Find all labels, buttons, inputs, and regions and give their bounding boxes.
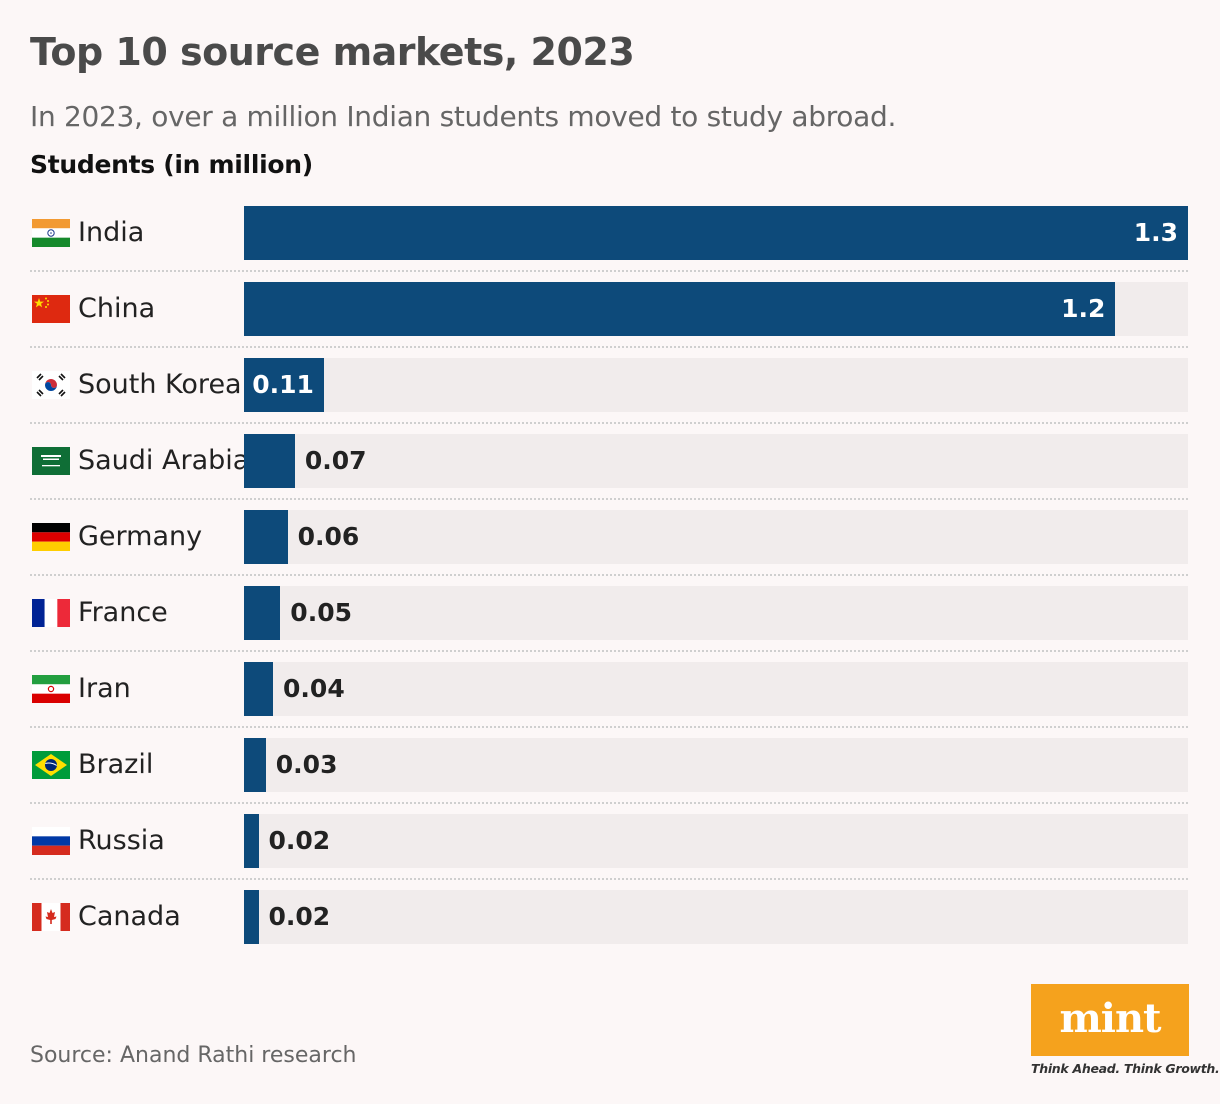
row-separator: [30, 498, 1188, 500]
country-label-iran: Iran: [78, 673, 131, 704]
canada-flag-icon: [32, 903, 70, 931]
south-korea-flag-icon: [32, 371, 70, 399]
country-label-canada: Canada: [78, 901, 181, 932]
chart-title: Top 10 source markets, 2023: [30, 30, 635, 74]
country-label-south-korea: South Korea: [78, 369, 242, 400]
value-label-brazil: 0.03: [275, 750, 338, 779]
country-label-france: France: [78, 597, 168, 628]
bar-germany: [244, 510, 288, 564]
bar-saudi-arabia: [244, 434, 295, 488]
bar-row-germany: Germany 0.06: [30, 510, 1188, 564]
row-separator: [30, 878, 1188, 880]
country-label-brazil: Brazil: [78, 749, 154, 780]
china-flag-icon: [32, 295, 70, 323]
unit-label: Students (in million): [30, 150, 313, 179]
russia-flag-icon: [32, 827, 70, 855]
row-separator: [30, 346, 1188, 348]
value-label-canada: 0.02: [268, 902, 331, 931]
bar-track-china: 1.2: [244, 282, 1188, 336]
row-separator: [30, 650, 1188, 652]
value-label-india: 1.3: [1133, 218, 1178, 247]
bar-row-india: India 1.3: [30, 206, 1188, 260]
bar-track-canada: 0.02: [244, 890, 1188, 944]
mint-logo: mint: [1031, 984, 1189, 1056]
country-label-germany: Germany: [78, 521, 203, 552]
germany-flag-icon: [32, 523, 70, 551]
bar-track-india: 1.3: [244, 206, 1188, 260]
source-note: Source: Anand Rathi research: [30, 1043, 357, 1068]
row-separator: [30, 726, 1188, 728]
value-label-south-korea: 0.11: [252, 370, 314, 399]
bar-iran: [244, 662, 274, 716]
value-label-france: 0.05: [290, 598, 352, 627]
bar-india: [244, 206, 1188, 260]
bar-south-korea: [244, 358, 324, 412]
country-label-india: India: [78, 217, 145, 248]
row-separator: [30, 802, 1188, 804]
bar-row-south-korea: South Korea 0.11: [30, 358, 1188, 412]
bar-track-saudi-arabia: 0.07: [244, 434, 1188, 488]
chart-subtitle: In 2023, over a million Indian students …: [30, 100, 897, 133]
value-label-iran: 0.04: [283, 674, 345, 703]
brazil-flag-icon: [32, 751, 70, 779]
bar-row-canada: Canada 0.02: [30, 890, 1188, 944]
value-label-germany: 0.06: [297, 522, 360, 551]
bar-row-brazil: Brazil 0.03: [30, 738, 1188, 792]
bar-track-germany: 0.06: [244, 510, 1188, 564]
value-label-russia: 0.02: [268, 826, 331, 855]
iran-flag-icon: [32, 675, 70, 703]
country-label-china: China: [78, 293, 156, 324]
country-label-saudi-arabia: Saudi Arabia: [78, 445, 250, 476]
bar-row-saudi-arabia: Saudi Arabia 0.07: [30, 434, 1188, 488]
france-flag-icon: [32, 599, 70, 627]
value-label-china: 1.2: [1061, 294, 1106, 323]
bar-track-france: 0.05: [244, 586, 1188, 640]
row-separator: [30, 574, 1188, 576]
row-separator: [30, 270, 1188, 272]
bar-china: [244, 282, 1116, 336]
saudi-arabia-flag-icon: [32, 447, 70, 475]
india-flag-icon: [32, 219, 70, 247]
bar-canada: [244, 890, 259, 944]
bar-row-china: China 1.2: [30, 282, 1188, 336]
bar-track-brazil: 0.03: [244, 738, 1188, 792]
bar-track-south-korea: 0.11: [244, 358, 1188, 412]
bar-row-russia: Russia 0.02: [30, 814, 1188, 868]
country-label-russia: Russia: [78, 825, 165, 856]
row-separator: [30, 422, 1188, 424]
bar-track-iran: 0.04: [244, 662, 1188, 716]
bar-brazil: [244, 738, 266, 792]
bar-row-iran: Iran 0.04: [30, 662, 1188, 716]
bar-track-russia: 0.02: [244, 814, 1188, 868]
bar-france: [244, 586, 281, 640]
bar-russia: [244, 814, 259, 868]
bar-row-france: France 0.05: [30, 586, 1188, 640]
value-label-saudi-arabia: 0.07: [304, 446, 367, 475]
logo-tagline: Think Ahead. Think Growth.: [1031, 1061, 1220, 1076]
